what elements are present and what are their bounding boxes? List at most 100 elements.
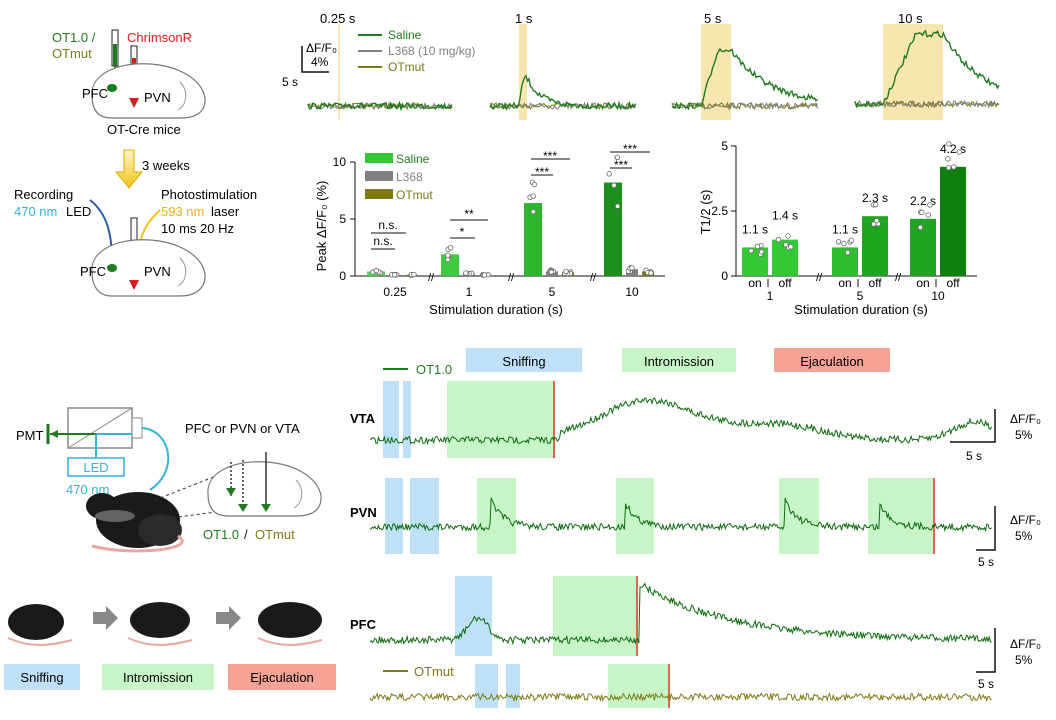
params-label: 10 ms 20 Hz	[161, 221, 234, 236]
t12-point-on-5	[844, 249, 851, 256]
mouse-head	[86, 493, 118, 519]
legend-label-sniffing: Sniffing	[502, 354, 545, 369]
zoom-line-1	[154, 475, 217, 501]
t12-sublabel-off-10: off	[946, 276, 960, 290]
chrimson-label: ChrimsonR	[127, 30, 192, 45]
t12-sublabel-off-5: off	[868, 276, 882, 290]
pfc-scale-y-label: ΔF/F₀	[1010, 637, 1041, 651]
peak-bar-saline-0.25	[367, 271, 385, 276]
peak-point-l368-10	[629, 265, 635, 271]
legend-box-intromission	[622, 348, 736, 372]
led-box	[67, 457, 125, 477]
pfc-scale-y-value: 5%	[1015, 653, 1033, 667]
behavior-label-intromission: Intromission	[123, 670, 193, 685]
t12-axis-break-2: //	[895, 272, 902, 284]
pfc-spot-3	[226, 488, 236, 496]
laser-nm-label: 593 nm	[161, 204, 204, 219]
legend-otmut: OTmut	[388, 60, 425, 74]
t12-value-label-off-1: 1.4 s	[772, 209, 798, 223]
top-scale-bar	[301, 46, 329, 73]
behavior-tail-1	[7, 637, 73, 646]
behavior-box-intromission	[102, 664, 214, 690]
t12-cat-1: 1	[767, 289, 774, 303]
t12-ytick-label-0: 0	[721, 269, 728, 283]
peak-cat-025: 0.25	[383, 285, 407, 299]
t12-point-on-1	[754, 243, 761, 250]
pfc-label-2: PFC	[80, 264, 106, 279]
t12-point-on-10	[919, 209, 925, 216]
t12-point-on-5	[835, 239, 842, 245]
top-scale-x-label: 5 s	[282, 75, 298, 89]
t12-point-on-10	[927, 202, 933, 208]
ot10-label-bottom: OT1.0	[203, 527, 239, 542]
ot-legend-label: OT1.0	[416, 362, 452, 377]
optic-cable	[141, 427, 170, 491]
otmut-sniff-2	[506, 664, 520, 708]
pfc-spot-1	[107, 84, 117, 92]
t12-point-off-10	[951, 164, 957, 170]
t12-value-label-off-5: 2.3 s	[862, 191, 888, 205]
trace-otmut	[369, 692, 992, 703]
peak-legend-swatch-l368	[365, 171, 393, 181]
regions-label: PFC or PVN or VTA	[185, 421, 300, 436]
behavior-tail-3	[257, 637, 323, 646]
pvn-scale-y-label: ΔF/F₀	[1010, 513, 1041, 527]
vta-scale-y-label: ΔF/F₀	[1010, 412, 1041, 426]
peak-point-l368-1	[463, 270, 469, 276]
t12-point-off-1	[788, 243, 794, 250]
sig-label-1: n.s.	[378, 218, 397, 232]
pfc-scale-x-label: 5 s	[978, 677, 994, 691]
t12-value-label-on-1: 1.1 s	[742, 222, 768, 236]
legend-label-intromission: Intromission	[644, 354, 714, 369]
row-label-pfc: PFC	[350, 617, 377, 632]
vta-scale-x-label: 5 s	[966, 449, 982, 463]
peak-bars	[367, 154, 654, 278]
sig-label-7: ***	[614, 158, 628, 172]
down-arrow	[114, 149, 144, 189]
stim-traces: 0.25 s 1 s 5 s 10 s ΔF/F₀ 4% 5 s Saline …	[282, 11, 1000, 120]
behavior-box-ejaculation	[228, 664, 336, 690]
duration-label-5: 5 s	[704, 11, 722, 26]
pfc-label-1: PFC	[82, 86, 108, 101]
top-trace-saline-0	[307, 100, 453, 112]
vta-scale-y-value: 5%	[1015, 428, 1033, 442]
t12-point-off-10	[946, 141, 952, 147]
behavior-mouse-2	[130, 602, 190, 638]
vta-intro-1	[447, 381, 554, 458]
pvn-scale-x-label: 5 s	[978, 555, 994, 569]
pfc-spot-2	[107, 264, 117, 272]
pfc-intro-1	[553, 576, 637, 656]
mouse-shadow	[95, 510, 135, 522]
top-scale-y-value: 4%	[311, 55, 329, 69]
t12-sublabel-on-5: on	[838, 276, 851, 290]
sig-label-5: ***	[535, 165, 549, 179]
peak-bar-chart: 10 5 0 Peak ΔF/F₀ (%) Stimulation durati…	[314, 142, 665, 317]
top-scale-y-label: ΔF/F₀	[306, 41, 337, 55]
peak-bar-saline-5	[524, 203, 542, 276]
stim-shade-1	[519, 24, 527, 120]
peak-legend-otmut: OTmut	[396, 188, 433, 202]
syringe-1-fill	[113, 44, 117, 66]
peak-point-otmut-10	[648, 270, 654, 276]
duration-label-10: 10 s	[898, 11, 923, 26]
t12-bar-off-10	[940, 166, 966, 276]
peak-ytick-label-5: 5	[339, 212, 346, 226]
peak-point-saline-10	[606, 171, 612, 177]
t12-cat-5: 5	[857, 289, 864, 303]
vta-scale-bar	[950, 409, 996, 443]
trace-vta	[369, 397, 993, 446]
led-box-label: LED	[83, 460, 108, 475]
weeks-label: 3 weeks	[142, 158, 190, 173]
led-nm-label: 470 nm	[14, 204, 57, 219]
peak-bar-saline-10	[604, 182, 622, 276]
pvn-label-2: PVN	[144, 264, 171, 279]
t12-ytick-label-25: 2.5	[711, 204, 728, 218]
peak-point-saline-1	[447, 245, 454, 251]
t12-xlabel: Stimulation duration (s)	[794, 302, 928, 317]
pfc-sniff-1	[455, 576, 492, 656]
t12-value-label-on-5: 1.1 s	[832, 222, 858, 236]
t12-point-on-5	[848, 237, 855, 244]
pvn-scale-bar	[976, 506, 996, 551]
behavior-mouse-1	[8, 604, 64, 640]
